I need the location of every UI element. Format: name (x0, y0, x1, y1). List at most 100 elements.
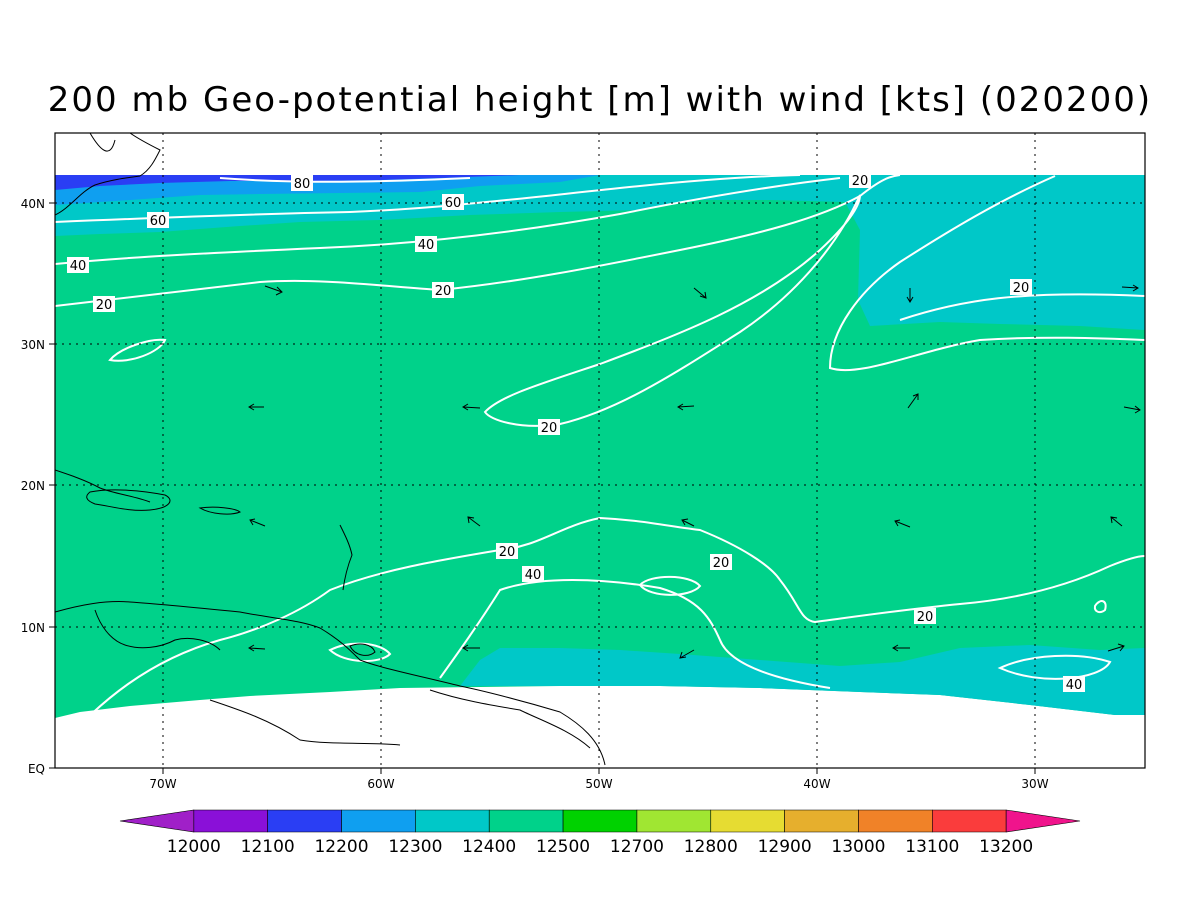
colorbar-swatch (562, 809, 638, 833)
colorbar-level-label: 12500 (536, 837, 590, 857)
wind-arrow-icon (1110, 516, 1123, 527)
colorbar-swatch (119, 809, 195, 833)
coast-antilles (339, 524, 353, 591)
lat-tick-label: 10N (21, 621, 45, 635)
contour-label: 60 (150, 214, 167, 229)
colorbar-level-label: 12900 (758, 837, 812, 857)
contour-80 (219, 177, 471, 183)
colorbar-swatch (636, 809, 712, 833)
coast-hispaniola (86, 489, 171, 511)
coast-guiana (429, 689, 591, 749)
wind-arrow-icon (892, 644, 910, 652)
wind-arrow-icon (462, 644, 480, 652)
colorbar-level-label: 12700 (610, 837, 664, 857)
lon-tick-label: 70W (149, 777, 176, 791)
lon-axis: 70W 60W 50W 40W 30W (149, 768, 1049, 791)
coast-north-america (55, 133, 161, 216)
colorbar-level-label: 13200 (979, 837, 1033, 857)
colorbar-swatch (415, 809, 490, 833)
wind-arrow-icon (679, 649, 695, 659)
wind-arrow-icon (906, 288, 914, 303)
contour-label: 40 (1066, 678, 1083, 693)
contour-label: 20 (1013, 281, 1030, 296)
coast-venezuela (94, 609, 221, 651)
coast-south-america (55, 601, 606, 766)
colorbar-swatch (267, 809, 342, 833)
contour-label: 20 (499, 545, 516, 560)
contour-20-small-east (1093, 600, 1107, 614)
colorbar-level-label: 13100 (905, 837, 959, 857)
wind-arrow-icon (467, 516, 481, 527)
contour-label: 40 (418, 238, 435, 253)
colorbar-level-label: 12300 (388, 837, 442, 857)
lat-tick-label: 30N (21, 338, 45, 352)
contour-40-north (55, 177, 841, 265)
coast-cuba (55, 469, 151, 503)
wind-arrow-icon (462, 403, 481, 411)
lat-tick-label: EQ (28, 762, 45, 776)
wind-arrow-icon (248, 644, 266, 652)
contour-20-east-upper (899, 293, 1145, 321)
contour-20-tongue (483, 194, 861, 427)
contour-label: 20 (435, 284, 452, 299)
contour-20-loop-mid (638, 575, 702, 596)
colorbar-level-label: 12400 (462, 837, 516, 857)
colorbar-swatch (488, 809, 564, 833)
contour-40-south (439, 579, 831, 689)
wind-vectors (248, 284, 1141, 659)
colorbar-level-label: 12200 (314, 837, 368, 857)
colorbar: 12000 12100 12200 12300 12400 12500 12700 12800… (119, 809, 1081, 857)
wind-arrow-icon (693, 287, 707, 299)
wind-arrow-icon (249, 518, 266, 527)
contour-label: 20 (96, 298, 113, 313)
lon-tick-label: 40W (803, 777, 830, 791)
colorbar-swatch (784, 809, 859, 833)
wind-arrow-icon (1121, 284, 1139, 292)
contour-label: 20 (713, 556, 730, 571)
lon-tick-label: 30W (1021, 777, 1048, 791)
fill-region-12400-north (55, 175, 1145, 330)
colorbar-swatch (858, 809, 933, 833)
lat-axis: 40N 30N 20N 10N EQ (21, 197, 55, 776)
contour-20-north (55, 174, 901, 307)
lat-tick-label: 40N (21, 197, 45, 211)
contour-label: 40 (70, 259, 87, 274)
contour-label: 20 (541, 421, 558, 436)
fill-region-12300-north (55, 175, 600, 205)
contour-labels: 80 60 60 40 40 20 20 20 20 20 20 20 20 4… (67, 172, 1085, 693)
lon-tick-label: 60W (367, 777, 394, 791)
lon-tick-label: 50W (585, 777, 612, 791)
graticule (55, 133, 1145, 768)
contour-label: 20 (852, 174, 869, 189)
colorbar-level-label: 12000 (167, 837, 221, 857)
coast-guyana (209, 699, 401, 746)
height-field (55, 175, 1145, 718)
fill-region-12200-north (55, 175, 520, 190)
colorbar-level-label: 13000 (831, 837, 885, 857)
wind-arrow-icon (1107, 643, 1125, 652)
colorbar-swatch (1005, 809, 1081, 833)
contour-label: 60 (445, 196, 462, 211)
colorbar-swatch (341, 809, 416, 833)
wind-arrow-icon (907, 393, 919, 409)
map-title: 200 mb Geo-potential height [m] with win… (47, 80, 1153, 120)
colorbar-swatch (193, 809, 268, 833)
contour-20-south (55, 516, 1145, 753)
colorbar-swatch (710, 809, 785, 833)
fill-region-12400-south (460, 645, 1145, 715)
wind-arrow-icon (894, 519, 911, 528)
contour-40-loop-east (997, 654, 1112, 680)
wind-arrow-icon (248, 403, 264, 411)
colorbar-swatch (932, 809, 1007, 833)
contour-label: 20 (917, 610, 934, 625)
wind-arrow-icon (264, 285, 283, 296)
contour-20-small-loop (108, 338, 167, 362)
contour-label: 40 (525, 568, 542, 583)
wind-arrow-icon (681, 518, 695, 527)
coast-puerto-rico (198, 506, 241, 515)
contour-40-loop-west (328, 642, 392, 663)
map-frame (54, 132, 1146, 769)
coast-newfoundland (89, 133, 116, 152)
contour-label: 80 (294, 177, 311, 192)
